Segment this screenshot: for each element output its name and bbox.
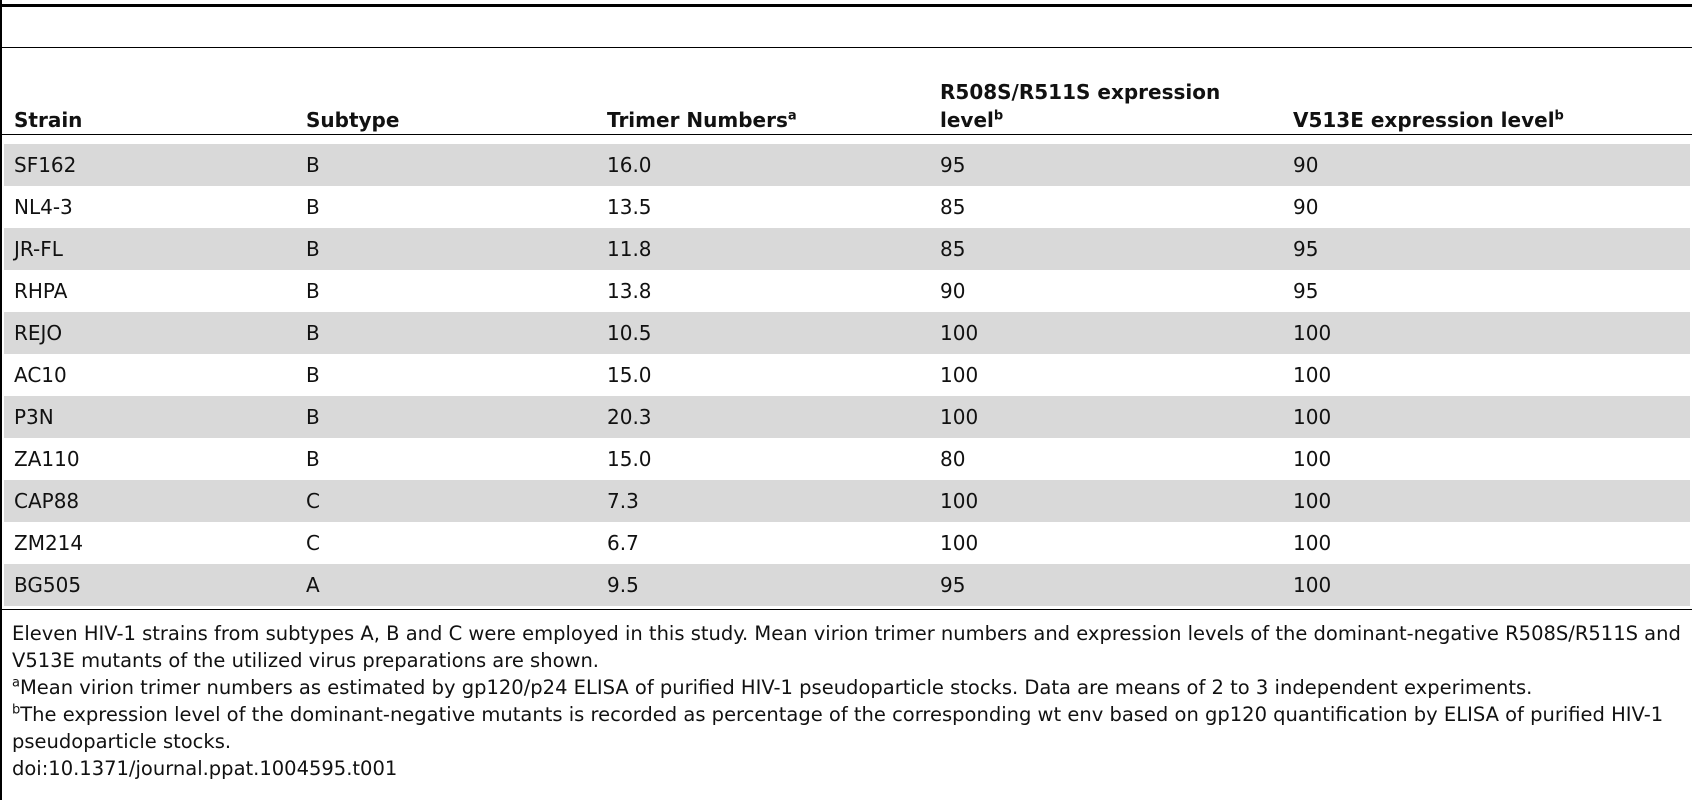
table-row: P3N B 20.3 100 100 (4, 396, 1690, 438)
table-row: SF162 B 16.0 95 90 (4, 144, 1690, 186)
header-r508s-r511s-expression: R508S/R511S expression levelb (940, 80, 1221, 132)
v513e-cell: 100 (1293, 447, 1332, 471)
table-caption: Eleven HIV-1 strains from subtypes A, B … (12, 622, 1681, 672)
strain-cell: NL4-3 (14, 195, 73, 219)
table-row: AC10 B 15.0 100 100 (4, 354, 1690, 396)
v513e-cell: 90 (1293, 195, 1319, 219)
data-table: Strain Subtype Trimer Numbersa R508S/R51… (4, 48, 1690, 606)
v513e-cell: 100 (1283, 480, 1690, 522)
subtype-cell: B (296, 144, 597, 186)
table-row: JR-FL B 11.8 85 95 (4, 228, 1690, 270)
v513e-cell: 95 (1293, 279, 1319, 303)
v513e-cell: 100 (1283, 396, 1690, 438)
v513e-cell: 95 (1283, 228, 1690, 270)
subtype-cell: C (296, 480, 597, 522)
v513e-cell: 100 (1293, 363, 1332, 387)
trimer-numbers-cell: 20.3 (597, 396, 930, 438)
subtype-cell: B (306, 447, 320, 471)
trimer-numbers-cell: 13.5 (607, 195, 652, 219)
footnote-b: bThe expression level of the dominant-ne… (12, 702, 1664, 753)
v513e-cell: 100 (1293, 531, 1332, 555)
doi-line: doi:10.1371/journal.ppat.1004595.t001 (12, 757, 398, 780)
table-row: BG505 A 9.5 95 100 (4, 564, 1690, 606)
top-rule (0, 4, 1692, 7)
strain-cell: CAP88 (4, 480, 296, 522)
r508s-r511s-cell: 100 (930, 312, 1283, 354)
r508s-r511s-cell: 95 (930, 144, 1283, 186)
trimer-numbers-cell: 10.5 (597, 312, 930, 354)
strain-cell: JR-FL (4, 228, 296, 270)
trimer-numbers-cell: 7.3 (597, 480, 930, 522)
subtype-cell: B (306, 195, 320, 219)
subtype-cell: B (296, 312, 597, 354)
trimer-numbers-cell: 6.7 (607, 531, 639, 555)
header-row: Strain Subtype Trimer Numbersa R508S/R51… (4, 48, 1690, 144)
table-bottom-rule (0, 609, 1692, 610)
strain-cell: RHPA (14, 279, 68, 303)
r508s-r511s-cell: 80 (940, 447, 966, 471)
r508s-r511s-cell: 100 (930, 480, 1283, 522)
r508s-r511s-cell: 100 (940, 363, 979, 387)
r508s-r511s-cell: 95 (930, 564, 1283, 606)
trimer-numbers-cell: 16.0 (597, 144, 930, 186)
header-top-rule (0, 47, 1692, 48)
table-row: ZM214 C 6.7 100 100 (4, 522, 1690, 564)
subtype-cell: A (296, 564, 597, 606)
r508s-r511s-cell: 100 (940, 531, 979, 555)
header-strain: Strain (14, 108, 83, 132)
table-row: ZA110 B 15.0 80 100 (4, 438, 1690, 480)
v513e-cell: 100 (1283, 564, 1690, 606)
subtype-cell: B (296, 228, 597, 270)
trimer-numbers-cell: 11.8 (597, 228, 930, 270)
subtype-cell: C (306, 531, 320, 555)
strain-cell: ZA110 (14, 447, 80, 471)
strain-cell: AC10 (14, 363, 67, 387)
subtype-cell: B (306, 363, 320, 387)
v513e-cell: 90 (1283, 144, 1690, 186)
header-bottom-rule (0, 134, 1692, 135)
footnote-a: aMean virion trimer numbers as estimated… (12, 675, 1533, 699)
header-v513e-expression: V513E expression levelb (1293, 108, 1564, 132)
r508s-r511s-cell: 85 (940, 195, 966, 219)
subtype-cell: B (306, 279, 320, 303)
strain-cell: SF162 (4, 144, 296, 186)
r508s-r511s-cell: 85 (930, 228, 1283, 270)
trimer-numbers-cell: 9.5 (597, 564, 930, 606)
header-subtype: Subtype (306, 108, 400, 132)
table-row: CAP88 C 7.3 100 100 (4, 480, 1690, 522)
strain-cell: ZM214 (14, 531, 84, 555)
strain-cell: BG505 (4, 564, 296, 606)
table-footnotes: Eleven HIV-1 strains from subtypes A, B … (12, 620, 1687, 782)
r508s-r511s-cell: 90 (940, 279, 966, 303)
v513e-cell: 100 (1283, 312, 1690, 354)
trimer-numbers-cell: 15.0 (607, 447, 652, 471)
table-row: RHPA B 13.8 90 95 (4, 270, 1690, 312)
trimer-numbers-cell: 15.0 (607, 363, 652, 387)
r508s-r511s-cell: 100 (930, 396, 1283, 438)
table-row: REJO B 10.5 100 100 (4, 312, 1690, 354)
table-row: NL4-3 B 13.5 85 90 (4, 186, 1690, 228)
header-trimer-numbers: Trimer Numbersa (607, 108, 797, 132)
trimer-numbers-cell: 13.8 (607, 279, 652, 303)
strain-cell: REJO (4, 312, 296, 354)
subtype-cell: B (296, 396, 597, 438)
strain-cell: P3N (4, 396, 296, 438)
